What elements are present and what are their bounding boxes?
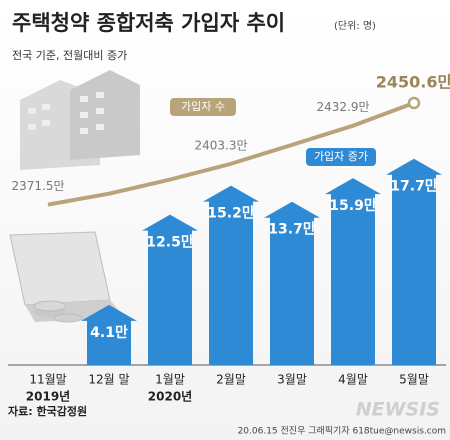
x-tick-label: 1월말 — [155, 373, 185, 387]
x-tick-label: 4월말 — [338, 373, 368, 387]
line-value-label: 2432.9만 — [316, 100, 369, 114]
line-value-label: 2450.6만 — [376, 72, 450, 91]
bar-value-label: 17.7만 — [390, 179, 438, 195]
bar-value-label: 15.9만 — [329, 198, 377, 214]
building-illustration — [20, 70, 140, 170]
subtitle: 전국 기준, 전월대비 증가 — [12, 49, 127, 62]
logo: NEWSIS — [356, 399, 440, 421]
bar-arrow — [264, 201, 320, 365]
bar-value-label: 15.2만 — [207, 206, 255, 222]
line-end-point — [407, 96, 421, 110]
line-series — [47, 101, 415, 207]
line-value-label: 2371.5만 — [11, 179, 64, 193]
bar-arrow — [325, 178, 381, 365]
x-tick-label: 11월말 — [29, 373, 66, 387]
x-tick-label: 12월 말 — [88, 373, 129, 387]
bar-value-label: 13.7만 — [268, 222, 316, 238]
year-label: 2020년 — [148, 390, 192, 404]
line-value-label: 2403.3만 — [194, 138, 247, 152]
bar-value-label: 4.1만 — [90, 325, 128, 341]
bar-value-label: 12.5만 — [146, 235, 194, 251]
legend-box — [306, 148, 376, 166]
legend-label: 가입자 증가 — [314, 150, 368, 163]
legend-label: 가입자 수 — [181, 100, 225, 113]
x-tick-label: 3월말 — [277, 373, 307, 387]
x-tick-label: 2월말 — [216, 373, 246, 387]
unit: (단위: 명) — [334, 19, 376, 32]
year-label: 2019년 — [26, 390, 70, 404]
bar-arrow — [81, 304, 137, 365]
bar-arrow — [203, 185, 259, 365]
x-tick-label: 5월말 — [399, 373, 429, 387]
legend-box — [170, 98, 236, 116]
bar-arrow — [142, 214, 198, 365]
bar-arrow — [386, 158, 442, 365]
source: 자료: 한국감정원 — [8, 404, 87, 418]
credit: 20.06.15 전진우 그래픽기자 618tue@newsis.com — [238, 426, 446, 437]
chart-title: 주택청약 종합저축 가입자 추이 — [12, 11, 285, 35]
